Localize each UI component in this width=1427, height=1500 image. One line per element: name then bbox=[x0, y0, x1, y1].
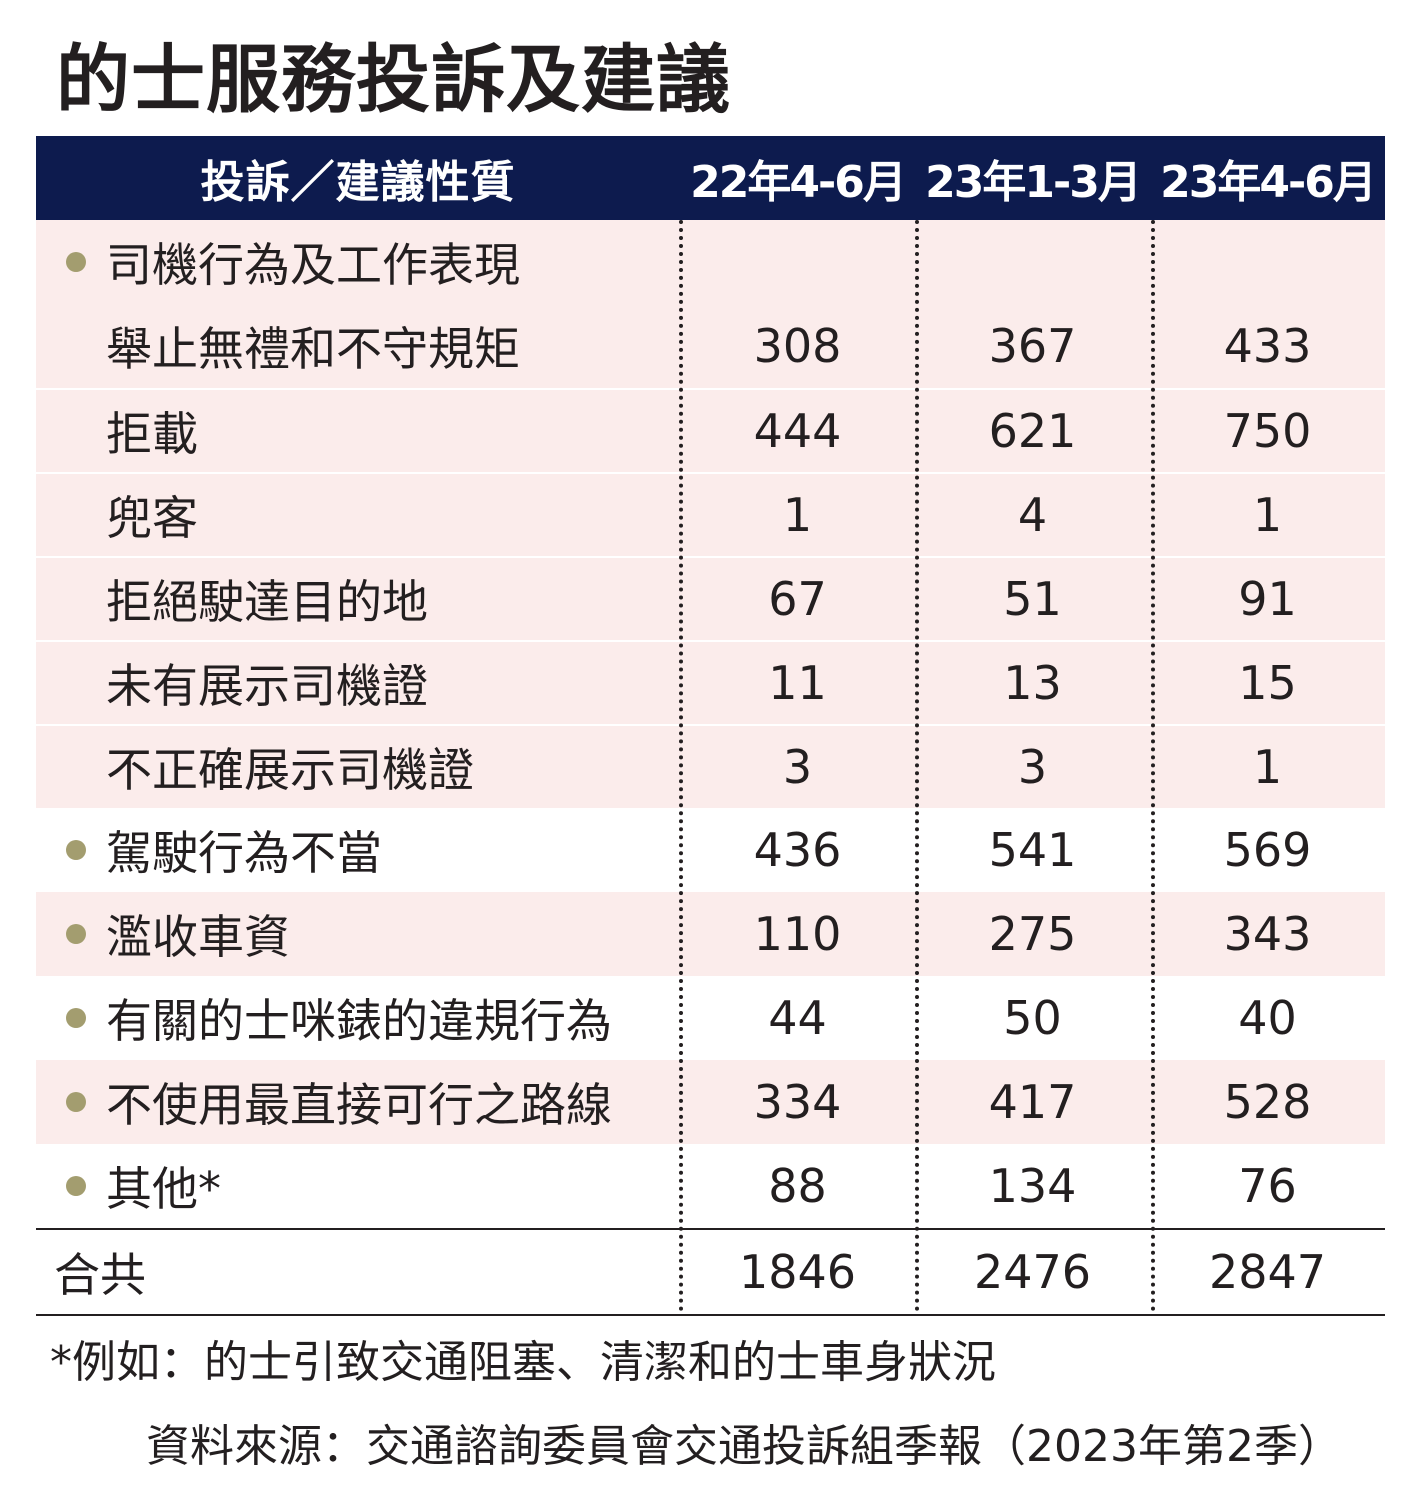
column-divider bbox=[915, 220, 919, 1312]
row-value-3: 343 bbox=[1223, 907, 1312, 961]
table-header: 投訴／建議性質 22年4-6月 23年1-3月 23年4-6月 bbox=[36, 136, 1385, 220]
row-value-1: 444 bbox=[753, 404, 842, 458]
row-value-2: 367 bbox=[988, 319, 1077, 373]
total-value-3: 2847 bbox=[1208, 1245, 1327, 1299]
bullet-dot bbox=[66, 1092, 86, 1112]
column-divider bbox=[1151, 220, 1155, 1312]
row-value-2: 50 bbox=[1003, 991, 1062, 1045]
row-label: 兜客 bbox=[106, 491, 198, 545]
table-row: 舉止無禮和不守規矩 308 367 433 bbox=[36, 304, 1385, 388]
row-label: 未有展示司機證 bbox=[106, 659, 428, 713]
row-value-3: 76 bbox=[1238, 1159, 1297, 1213]
row-value-3: 1 bbox=[1252, 740, 1283, 794]
row-value-2: 417 bbox=[988, 1075, 1077, 1129]
total-value-2: 2476 bbox=[973, 1245, 1092, 1299]
row-value-2: 3 bbox=[1017, 740, 1048, 794]
row-label: 不使用最直接可行之路線 bbox=[106, 1078, 612, 1132]
bullet-dot bbox=[66, 252, 86, 272]
row-value-1: 436 bbox=[753, 823, 842, 877]
row-value-3: 528 bbox=[1223, 1075, 1312, 1129]
row-value-3: 1 bbox=[1252, 488, 1283, 542]
row-value-2: 621 bbox=[988, 404, 1077, 458]
bullet-dot bbox=[66, 1176, 86, 1196]
table-row: 拒載 444 621 750 bbox=[36, 388, 1385, 472]
table-row: 濫收車資 110 275 343 bbox=[36, 892, 1385, 976]
row-value-1: 88 bbox=[768, 1159, 827, 1213]
row-label: 濫收車資 bbox=[106, 910, 290, 964]
total-label: 合共 bbox=[54, 1248, 146, 1302]
table-row: 拒絕駛達目的地 67 51 91 bbox=[36, 556, 1385, 640]
row-label-cell: 其他* bbox=[36, 1153, 680, 1219]
row-value-2: 13 bbox=[1003, 656, 1062, 710]
row-value-1: 44 bbox=[768, 991, 827, 1045]
header-period-3: 23年4-6月 bbox=[1160, 157, 1377, 208]
footnote: *例如：的士引致交通阻塞、清潔和的士車身狀況 bbox=[50, 1337, 996, 1388]
row-label-cell: 濫收車資 bbox=[36, 901, 680, 967]
row-label-cell: 駕駛行為不當 bbox=[36, 817, 680, 883]
row-value-1: 11 bbox=[768, 656, 827, 710]
row-value-1: 308 bbox=[753, 319, 842, 373]
row-value-3: 40 bbox=[1238, 991, 1297, 1045]
bullet-dot bbox=[66, 924, 86, 944]
table-row: 不正確展示司機證 3 3 1 bbox=[36, 724, 1385, 808]
row-value-3: 15 bbox=[1238, 656, 1297, 710]
row-label-cell: 不使用最直接可行之路線 bbox=[36, 1069, 680, 1135]
column-divider bbox=[679, 220, 683, 1312]
row-value-1: 1 bbox=[782, 488, 813, 542]
table-row: 未有展示司機證 11 13 15 bbox=[36, 640, 1385, 724]
row-value-1: 110 bbox=[753, 907, 842, 961]
row-value-2: 134 bbox=[988, 1159, 1077, 1213]
group-heading-label: 司機行為及工作表現 bbox=[106, 238, 520, 292]
source-note: 資料來源：交通諮詢委員會交通投訴組季報（2023年第2季） bbox=[146, 1421, 1342, 1472]
total-value-1: 1846 bbox=[738, 1245, 857, 1299]
table-row-group-heading: 司機行為及工作表現 bbox=[36, 220, 1385, 304]
table-row: 有關的士咪錶的違規行為 44 50 40 bbox=[36, 976, 1385, 1060]
header-category: 投訴／建議性質 bbox=[200, 157, 516, 208]
table-row: 其他* 88 134 76 bbox=[36, 1144, 1385, 1228]
row-value-3: 569 bbox=[1223, 823, 1312, 877]
row-value-1: 3 bbox=[782, 740, 813, 794]
header-period-2: 23年1-3月 bbox=[925, 157, 1142, 208]
row-value-3: 91 bbox=[1238, 572, 1297, 626]
complaints-table: 投訴／建議性質 22年4-6月 23年1-3月 23年4-6月 司機行為及工作表… bbox=[36, 136, 1385, 1316]
bullet-dot bbox=[66, 840, 86, 860]
row-label: 有關的士咪錶的違規行為 bbox=[106, 994, 612, 1048]
row-label: 其他* bbox=[106, 1162, 221, 1216]
row-label: 不正確展示司機證 bbox=[106, 743, 474, 797]
table-row: 駕駛行為不當 436 541 569 bbox=[36, 808, 1385, 892]
table-row: 兜客 1 4 1 bbox=[36, 472, 1385, 556]
row-value-1: 334 bbox=[753, 1075, 842, 1129]
row-value-2: 51 bbox=[1003, 572, 1062, 626]
bullet-dot bbox=[66, 1008, 86, 1028]
header-period-1: 22年4-6月 bbox=[690, 157, 907, 208]
group-heading-cell: 司機行為及工作表現 bbox=[36, 229, 680, 295]
chart-title: 的士服務投訴及建議 bbox=[56, 37, 731, 123]
row-label: 拒載 bbox=[106, 407, 198, 461]
row-value-3: 750 bbox=[1223, 404, 1312, 458]
row-value-3: 433 bbox=[1223, 319, 1312, 373]
row-label-cell: 有關的士咪錶的違規行為 bbox=[36, 985, 680, 1051]
row-label: 駕駛行為不當 bbox=[106, 826, 382, 880]
row-label: 拒絕駛達目的地 bbox=[106, 575, 428, 629]
row-value-2: 541 bbox=[988, 823, 1077, 877]
table-row: 不使用最直接可行之路線 334 417 528 bbox=[36, 1060, 1385, 1144]
row-value-2: 4 bbox=[1017, 488, 1048, 542]
table-row-total: 合共 1846 2476 2847 bbox=[36, 1228, 1385, 1316]
row-value-1: 67 bbox=[768, 572, 827, 626]
row-value-2: 275 bbox=[988, 907, 1077, 961]
row-label: 舉止無禮和不守規矩 bbox=[106, 322, 520, 376]
